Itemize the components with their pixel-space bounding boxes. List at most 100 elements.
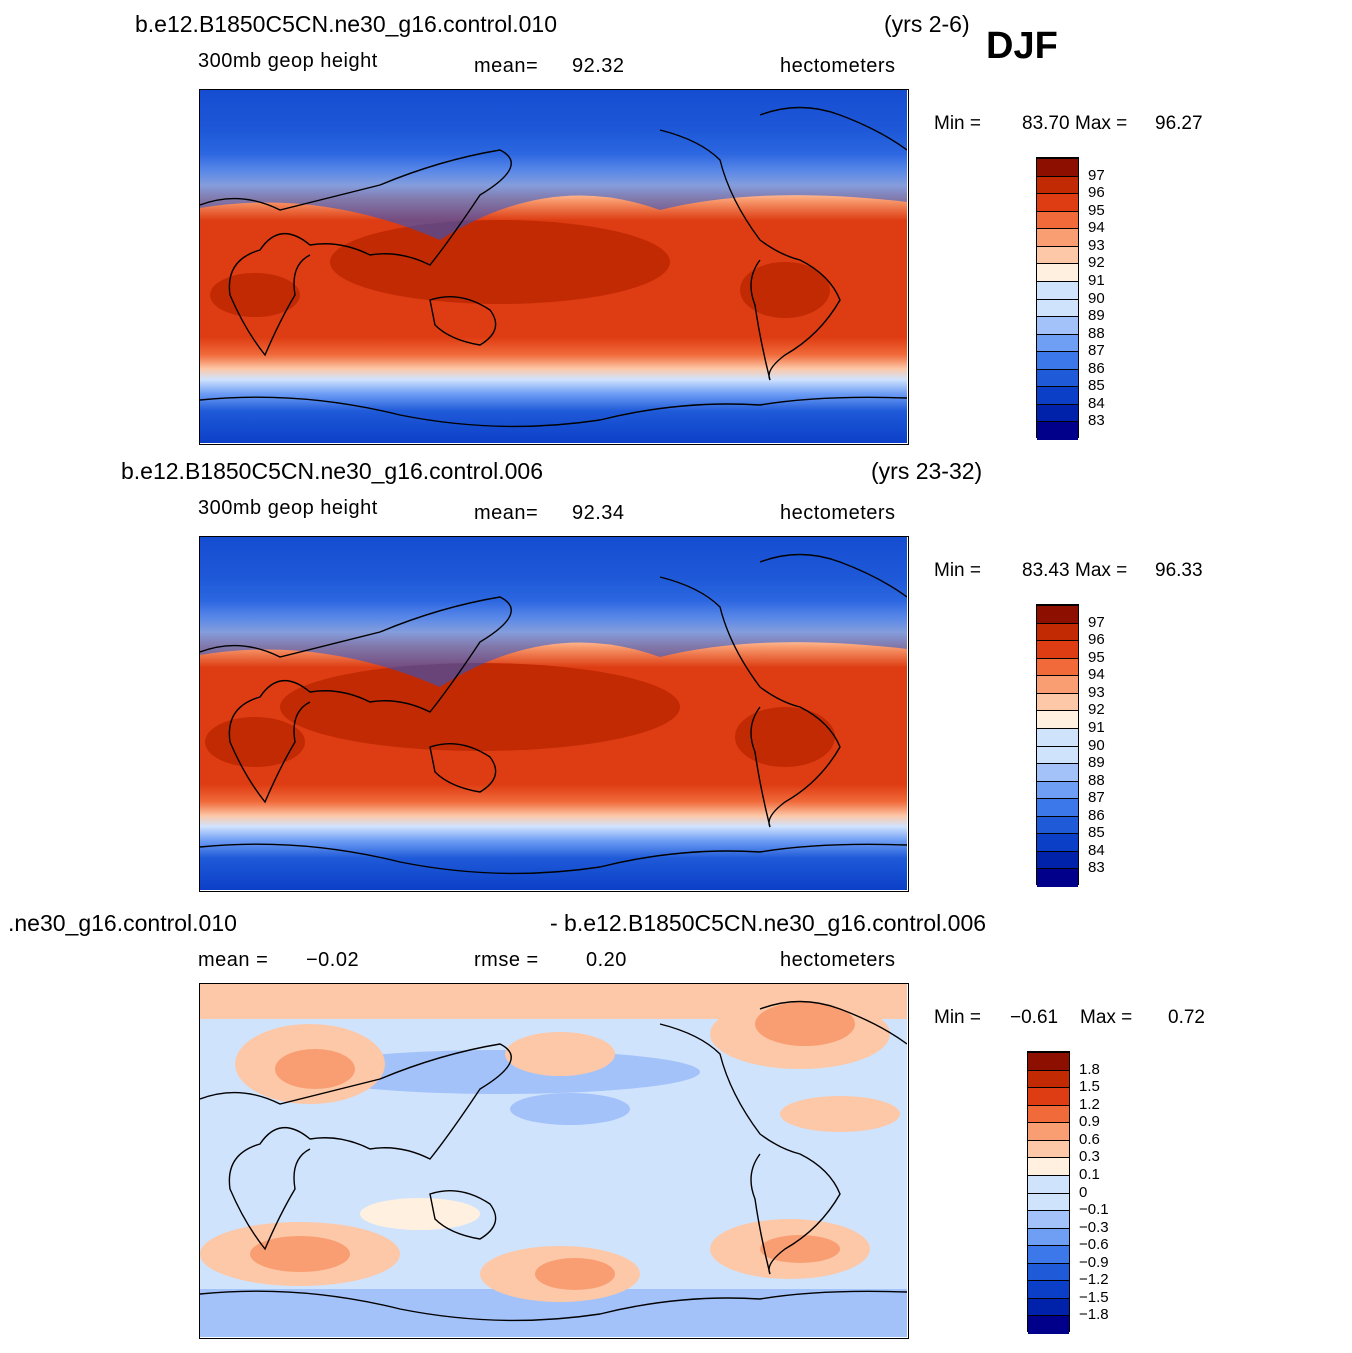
colorbar-swatch [1037, 815, 1078, 834]
panel3-title-left: .ne30_g16.control.010 [8, 910, 237, 936]
colorbar-label: 90 [1088, 736, 1105, 754]
panel3-anom-nam-core [755, 1002, 855, 1046]
colorbar-swatch [1028, 1210, 1069, 1229]
colorbar-swatch [1037, 745, 1078, 764]
panel1-ridge [200, 90, 907, 240]
colorbar-label: 85 [1088, 377, 1105, 395]
panel1-colorbar-box [1036, 157, 1079, 440]
colorbar-swatch [1028, 1139, 1069, 1158]
colorbar-swatch [1037, 657, 1078, 676]
colorbar-swatch [1028, 1262, 1069, 1281]
colorbar-swatch [1037, 316, 1078, 335]
colorbar-swatch [1037, 692, 1078, 711]
colorbar-label: 97 [1088, 166, 1105, 184]
panel2-variable: 300mb geop height [198, 497, 378, 519]
colorbar-swatch [1028, 1245, 1069, 1264]
panel2-years: (yrs 23-32) [871, 458, 983, 484]
colorbar-label: −1.2 [1079, 1271, 1109, 1289]
colorbar-label: 0 [1079, 1183, 1088, 1201]
colorbar-swatch [1037, 640, 1078, 659]
panel3-colorbar: 1.8 1.5 1.2 0.9 0.6 0.3 0.1 0 −0.1 −0.3 −0.6 −0.9 −1… [1027, 1051, 1147, 1334]
colorbar-label: 96 [1088, 631, 1105, 649]
panel1-min-label: Min = [934, 113, 981, 134]
colorbar-label: 93 [1088, 683, 1105, 701]
panel3-colorbar-box [1027, 1051, 1070, 1334]
colorbar-label: 89 [1088, 754, 1105, 772]
colorbar-swatch [1028, 1227, 1069, 1246]
panel3-min-label: Min = [934, 1007, 981, 1028]
panel3-anom-sio [360, 1198, 480, 1230]
colorbar-swatch [1037, 605, 1078, 624]
colorbar-label: −0.9 [1079, 1253, 1109, 1271]
panel3-anom-tropics [510, 1093, 630, 1125]
colorbar-label: 0.6 [1079, 1130, 1100, 1148]
season-label: DJF [986, 25, 1058, 67]
panel3-rmse-value: 0.20 [586, 949, 627, 971]
colorbar-swatch [1037, 210, 1078, 229]
colorbar-swatch [1037, 675, 1078, 694]
panel2-units: hectometers [780, 502, 896, 524]
panel1-coastlines [200, 106, 907, 428]
colorbar-swatch [1028, 1297, 1069, 1316]
colorbar-swatch [1037, 368, 1078, 387]
panel3-title-right: - b.e12.B1850C5CN.ne30_g16.control.006 [550, 910, 987, 936]
colorbar-swatch [1037, 175, 1078, 194]
colorbar-swatch [1037, 798, 1078, 817]
colorbar-swatch [1037, 298, 1078, 317]
colorbar-label: 95 [1088, 648, 1105, 666]
colorbar-label: 94 [1088, 219, 1105, 237]
panel3-anom-pacific [505, 1032, 615, 1076]
panel2-min-value: 83.43 [1022, 560, 1070, 581]
panel2-title: b.e12.B1850C5CN.ne30_g16.control.006 [121, 458, 543, 484]
colorbar-label: 87 [1088, 789, 1105, 807]
panel2-mean-value: 92.34 [572, 502, 625, 524]
colorbar-swatch [1028, 1052, 1069, 1071]
colorbar-label: 93 [1088, 236, 1105, 254]
colorbar-label: 83 [1088, 412, 1105, 430]
panel3-mean-label: mean = [198, 949, 269, 971]
panel2-min-label: Min = [934, 560, 981, 581]
panel1-colorbar: 97 96 95 94 93 92 91 90 89 88 87 86 85 84 83 [1036, 157, 1156, 440]
colorbar-label: −0.6 [1079, 1236, 1109, 1254]
panel1-map [199, 89, 909, 445]
panel2-map [199, 536, 909, 892]
colorbar-label: 86 [1088, 359, 1105, 377]
panel3-max-value: 0.72 [1168, 1007, 1205, 1028]
colorbar-swatch [1037, 193, 1078, 212]
panel1-units: hectometers [780, 55, 896, 77]
colorbar-label: −0.1 [1079, 1201, 1109, 1219]
colorbar-swatch [1028, 1174, 1069, 1193]
colorbar-label: 96 [1088, 184, 1105, 202]
colorbar-swatch [1037, 780, 1078, 799]
colorbar-label: −1.5 [1079, 1288, 1109, 1306]
panel3-rmse-label: rmse = [474, 949, 539, 971]
colorbar-swatch [1037, 158, 1078, 177]
panel3-map [199, 983, 909, 1339]
colorbar-swatch [1037, 280, 1078, 299]
colorbar-label: 92 [1088, 701, 1105, 719]
panel2-warm-africa [205, 717, 305, 767]
colorbar-swatch [1037, 421, 1078, 440]
panel2-mean-label: mean= [474, 502, 539, 524]
panel1-mean-value: 92.32 [572, 55, 625, 77]
colorbar-swatch [1037, 710, 1078, 729]
colorbar-swatch [1028, 1069, 1069, 1088]
colorbar-swatch [1037, 386, 1078, 405]
colorbar-swatch [1037, 868, 1078, 887]
panel1-title: b.e12.B1850C5CN.ne30_g16.control.010 [135, 11, 557, 37]
colorbar-swatch [1028, 1315, 1069, 1334]
colorbar-label: 95 [1088, 201, 1105, 219]
colorbar-label: 91 [1088, 271, 1105, 289]
colorbar-label: 92 [1088, 254, 1105, 272]
colorbar-label: 85 [1088, 824, 1105, 842]
panel2-ridge [200, 537, 907, 687]
panel1-warm-africa [210, 273, 300, 317]
colorbar-label: 0.9 [1079, 1113, 1100, 1131]
colorbar-label: 86 [1088, 806, 1105, 824]
panel2-warm-samerica [735, 707, 835, 767]
colorbar-label: 84 [1088, 394, 1105, 412]
colorbar-label: 1.2 [1079, 1095, 1100, 1113]
panel3-mean-value: −0.02 [306, 949, 360, 971]
panel1-warm-pool [330, 220, 670, 304]
panel3-anom-atl [780, 1096, 900, 1132]
